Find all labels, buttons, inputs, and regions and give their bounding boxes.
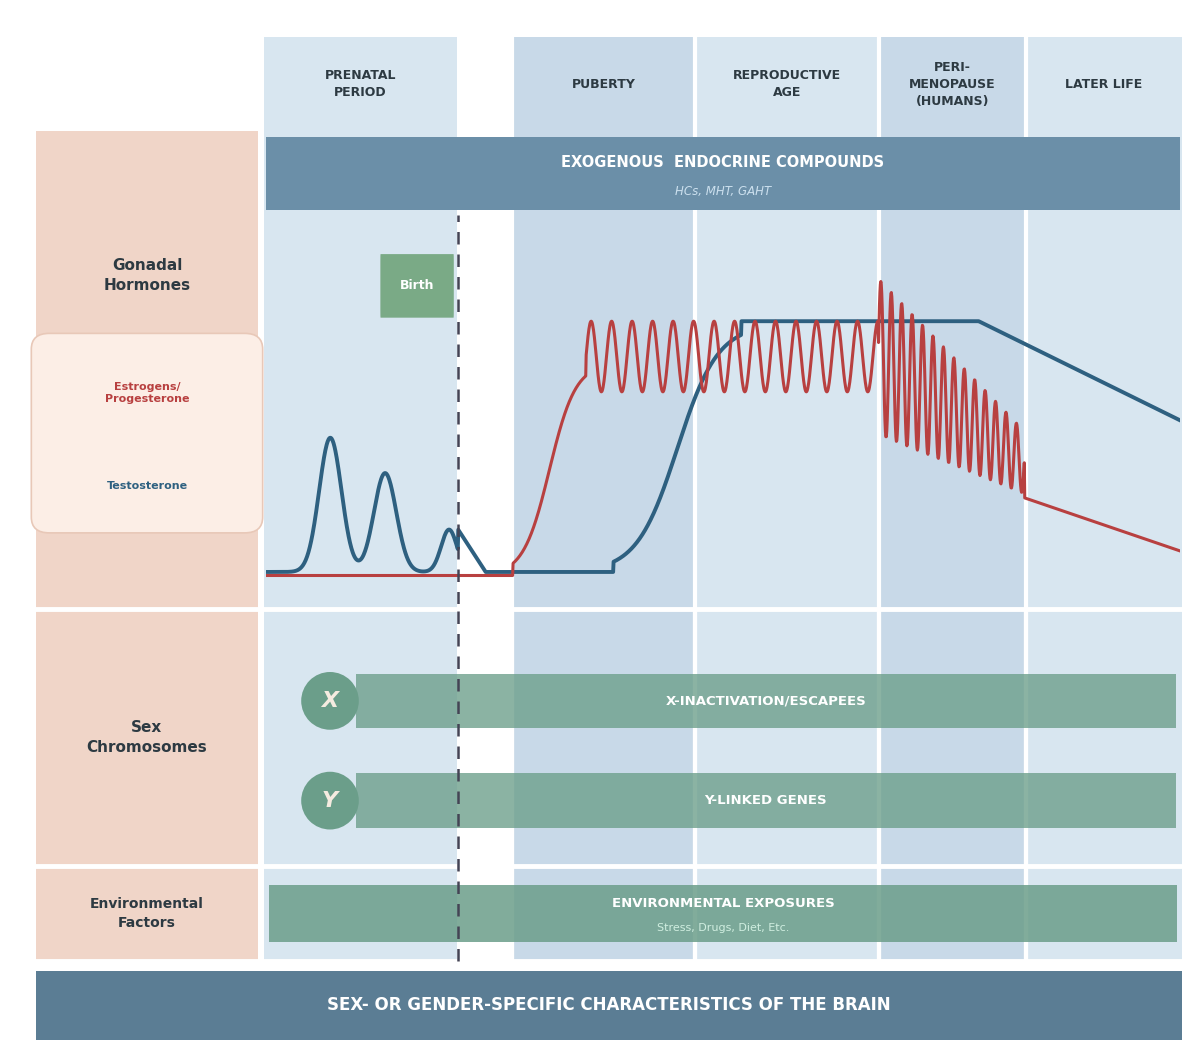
Bar [36, 131, 258, 609]
Text: Gonadal
Hormones: Gonadal Hormones [103, 258, 191, 293]
Text: Testosterone: Testosterone [107, 481, 187, 490]
Text: Environmental
Factors: Environmental Factors [90, 898, 204, 929]
Text: HCs, MHT, GAHT: HCs, MHT, GAHT [674, 185, 772, 198]
Bar [356, 674, 1176, 729]
Bar [36, 866, 258, 961]
Text: Estrogens/
Progesterone: Estrogens/ Progesterone [104, 382, 190, 404]
Ellipse shape [301, 772, 359, 830]
Bar [1026, 131, 1182, 609]
Text: X: X [322, 691, 338, 711]
Text: Sex
Chromosomes: Sex Chromosomes [86, 720, 208, 755]
Text: SEX- OR GENDER-SPECIFIC CHARACTERISTICS OF THE BRAIN: SEX- OR GENDER-SPECIFIC CHARACTERISTICS … [328, 996, 890, 1014]
Bar [36, 971, 1182, 1040]
Text: REPRODUCTIVE
AGE: REPRODUCTIVE AGE [733, 69, 841, 99]
Text: PERI-
MENOPAUSE
(HUMANS): PERI- MENOPAUSE (HUMANS) [910, 61, 996, 107]
Text: ENVIRONMENTAL EXPOSURES: ENVIRONMENTAL EXPOSURES [612, 897, 834, 910]
Bar [512, 609, 696, 866]
Bar [457, 131, 512, 609]
Text: X-INACTIVATION/ESCAPEES: X-INACTIVATION/ESCAPEES [666, 694, 866, 708]
Text: LATER LIFE: LATER LIFE [1066, 78, 1142, 90]
Text: Y: Y [322, 791, 338, 811]
Bar [1026, 866, 1182, 961]
Bar [457, 609, 512, 866]
Bar [264, 609, 457, 866]
Ellipse shape [301, 672, 359, 730]
Bar [457, 866, 512, 961]
Bar [512, 866, 696, 961]
Bar [696, 37, 880, 131]
FancyBboxPatch shape [31, 334, 263, 533]
Bar [696, 131, 880, 609]
Text: PUBERTY: PUBERTY [571, 78, 636, 90]
Bar [880, 131, 1026, 609]
Bar [356, 773, 1176, 827]
Text: PRENATAL
PERIOD: PRENATAL PERIOD [325, 69, 396, 99]
Bar [880, 609, 1026, 866]
Text: Y-LINKED GENES: Y-LINKED GENES [704, 794, 827, 807]
Bar [264, 866, 457, 961]
Bar [880, 37, 1026, 131]
Bar [269, 884, 1177, 943]
Text: Stress, Drugs, Diet, Etc.: Stress, Drugs, Diet, Etc. [656, 923, 790, 933]
Bar [458, 163, 512, 622]
Bar [36, 609, 258, 866]
Bar [880, 866, 1026, 961]
Bar [512, 37, 696, 131]
Bar [1026, 609, 1182, 866]
Bar [264, 131, 457, 609]
Text: Birth: Birth [400, 279, 434, 292]
Bar [266, 136, 1180, 210]
Bar [512, 131, 696, 609]
Bar [264, 37, 457, 131]
FancyBboxPatch shape [380, 254, 454, 318]
Bar [696, 609, 880, 866]
Bar [1026, 37, 1182, 131]
Bar [696, 866, 880, 961]
Text: EXOGENOUS  ENDOCRINE COMPOUNDS: EXOGENOUS ENDOCRINE COMPOUNDS [562, 154, 884, 170]
